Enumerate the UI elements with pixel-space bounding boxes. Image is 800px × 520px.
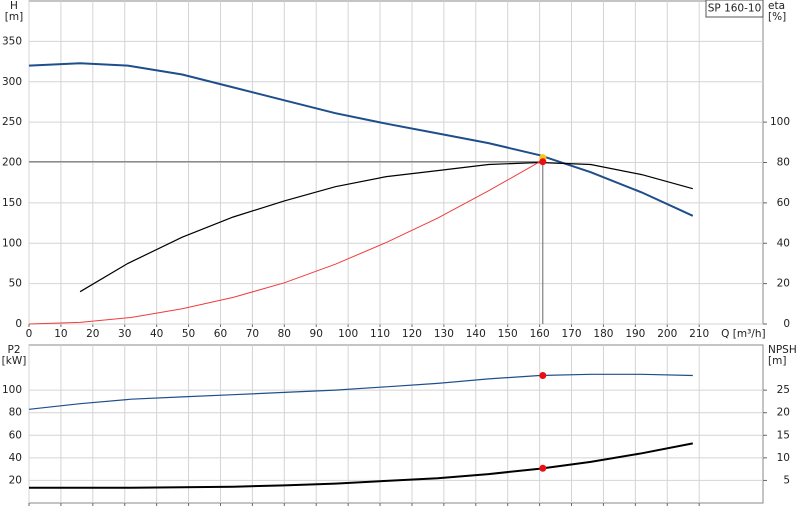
y2-tick-label: 100: [770, 116, 790, 128]
y-tick-label: 200: [2, 157, 22, 169]
y2-tick-label: 20: [777, 407, 790, 419]
x-tick-label: 80: [278, 328, 291, 340]
x-tick-label: 40: [150, 328, 163, 340]
x-tick-label: 210: [689, 328, 709, 340]
y2-tick-label: 60: [777, 197, 790, 209]
curve: [28, 62, 694, 217]
x-tick-label: 0: [26, 328, 33, 340]
y2-tick-label: 20: [777, 278, 790, 290]
y2-tick-label: 15: [777, 429, 790, 441]
x-tick-label: 50: [182, 328, 195, 340]
y-axis-label: H: [10, 0, 18, 12]
y-tick-label: 60: [9, 429, 22, 441]
x-tick-label: 160: [530, 328, 550, 340]
y-tick-label: 100: [2, 237, 22, 249]
y2-tick-label: 40: [777, 237, 790, 249]
x-tick-label: 130: [434, 328, 454, 340]
y2-tick-label: 80: [777, 157, 790, 169]
x-tick-label: 30: [118, 328, 131, 340]
y-axis-label: [m]: [5, 11, 23, 23]
y-tick-label: 350: [2, 35, 22, 47]
curve: [79, 161, 693, 293]
chart-title: SP 160-10: [708, 3, 762, 15]
curve: [28, 373, 693, 410]
plot-area: [28, 344, 764, 504]
x-tick-label: 120: [402, 328, 422, 340]
operating-point: [539, 464, 547, 472]
x-tick-label: 70: [246, 328, 259, 340]
y-tick-label: 80: [9, 407, 22, 419]
y-tick-label: 150: [2, 197, 22, 209]
x-tick-label: 170: [561, 328, 581, 340]
y2-axis-label: NPSH: [768, 344, 797, 356]
title-box: [705, 0, 764, 18]
curve: [28, 159, 544, 325]
x-tick-label: 180: [593, 328, 613, 340]
y2-axis-label: [m]: [768, 355, 786, 367]
y-tick-label: 20: [9, 474, 22, 486]
x-tick-label: 150: [498, 328, 518, 340]
operating-point: [539, 158, 547, 166]
y-tick-label: 40: [9, 452, 22, 464]
y2-tick-label: 10: [777, 452, 790, 464]
x-axis-label: Q [m³/h]: [721, 328, 765, 340]
x-tick-label: 140: [466, 328, 486, 340]
x-tick-label: 110: [370, 328, 390, 340]
y2-tick-label: 0: [783, 318, 790, 330]
x-tick-label: 100: [338, 328, 358, 340]
curve: [29, 442, 693, 489]
x-tick-label: 190: [625, 328, 645, 340]
y-axis-label: P2: [7, 344, 20, 356]
y2-axis-label: eta: [768, 0, 785, 12]
operating-point: [539, 371, 547, 379]
y-tick-label: 100: [2, 384, 22, 396]
x-tick-label: 90: [310, 328, 323, 340]
y2-axis-label: [%]: [768, 11, 786, 23]
y-axis-label: [kW]: [2, 355, 27, 367]
x-tick-label: 60: [214, 328, 227, 340]
y2-tick-label: 25: [777, 384, 790, 396]
y-tick-label: 300: [2, 76, 22, 88]
x-tick-label: 10: [54, 328, 67, 340]
y-tick-label: 250: [2, 116, 22, 128]
y-tick-label: 50: [9, 278, 22, 290]
x-tick-label: 20: [86, 328, 99, 340]
x-tick-label: 200: [657, 328, 677, 340]
y-tick-label: 0: [15, 318, 22, 330]
y2-tick-label: 5: [783, 474, 790, 486]
